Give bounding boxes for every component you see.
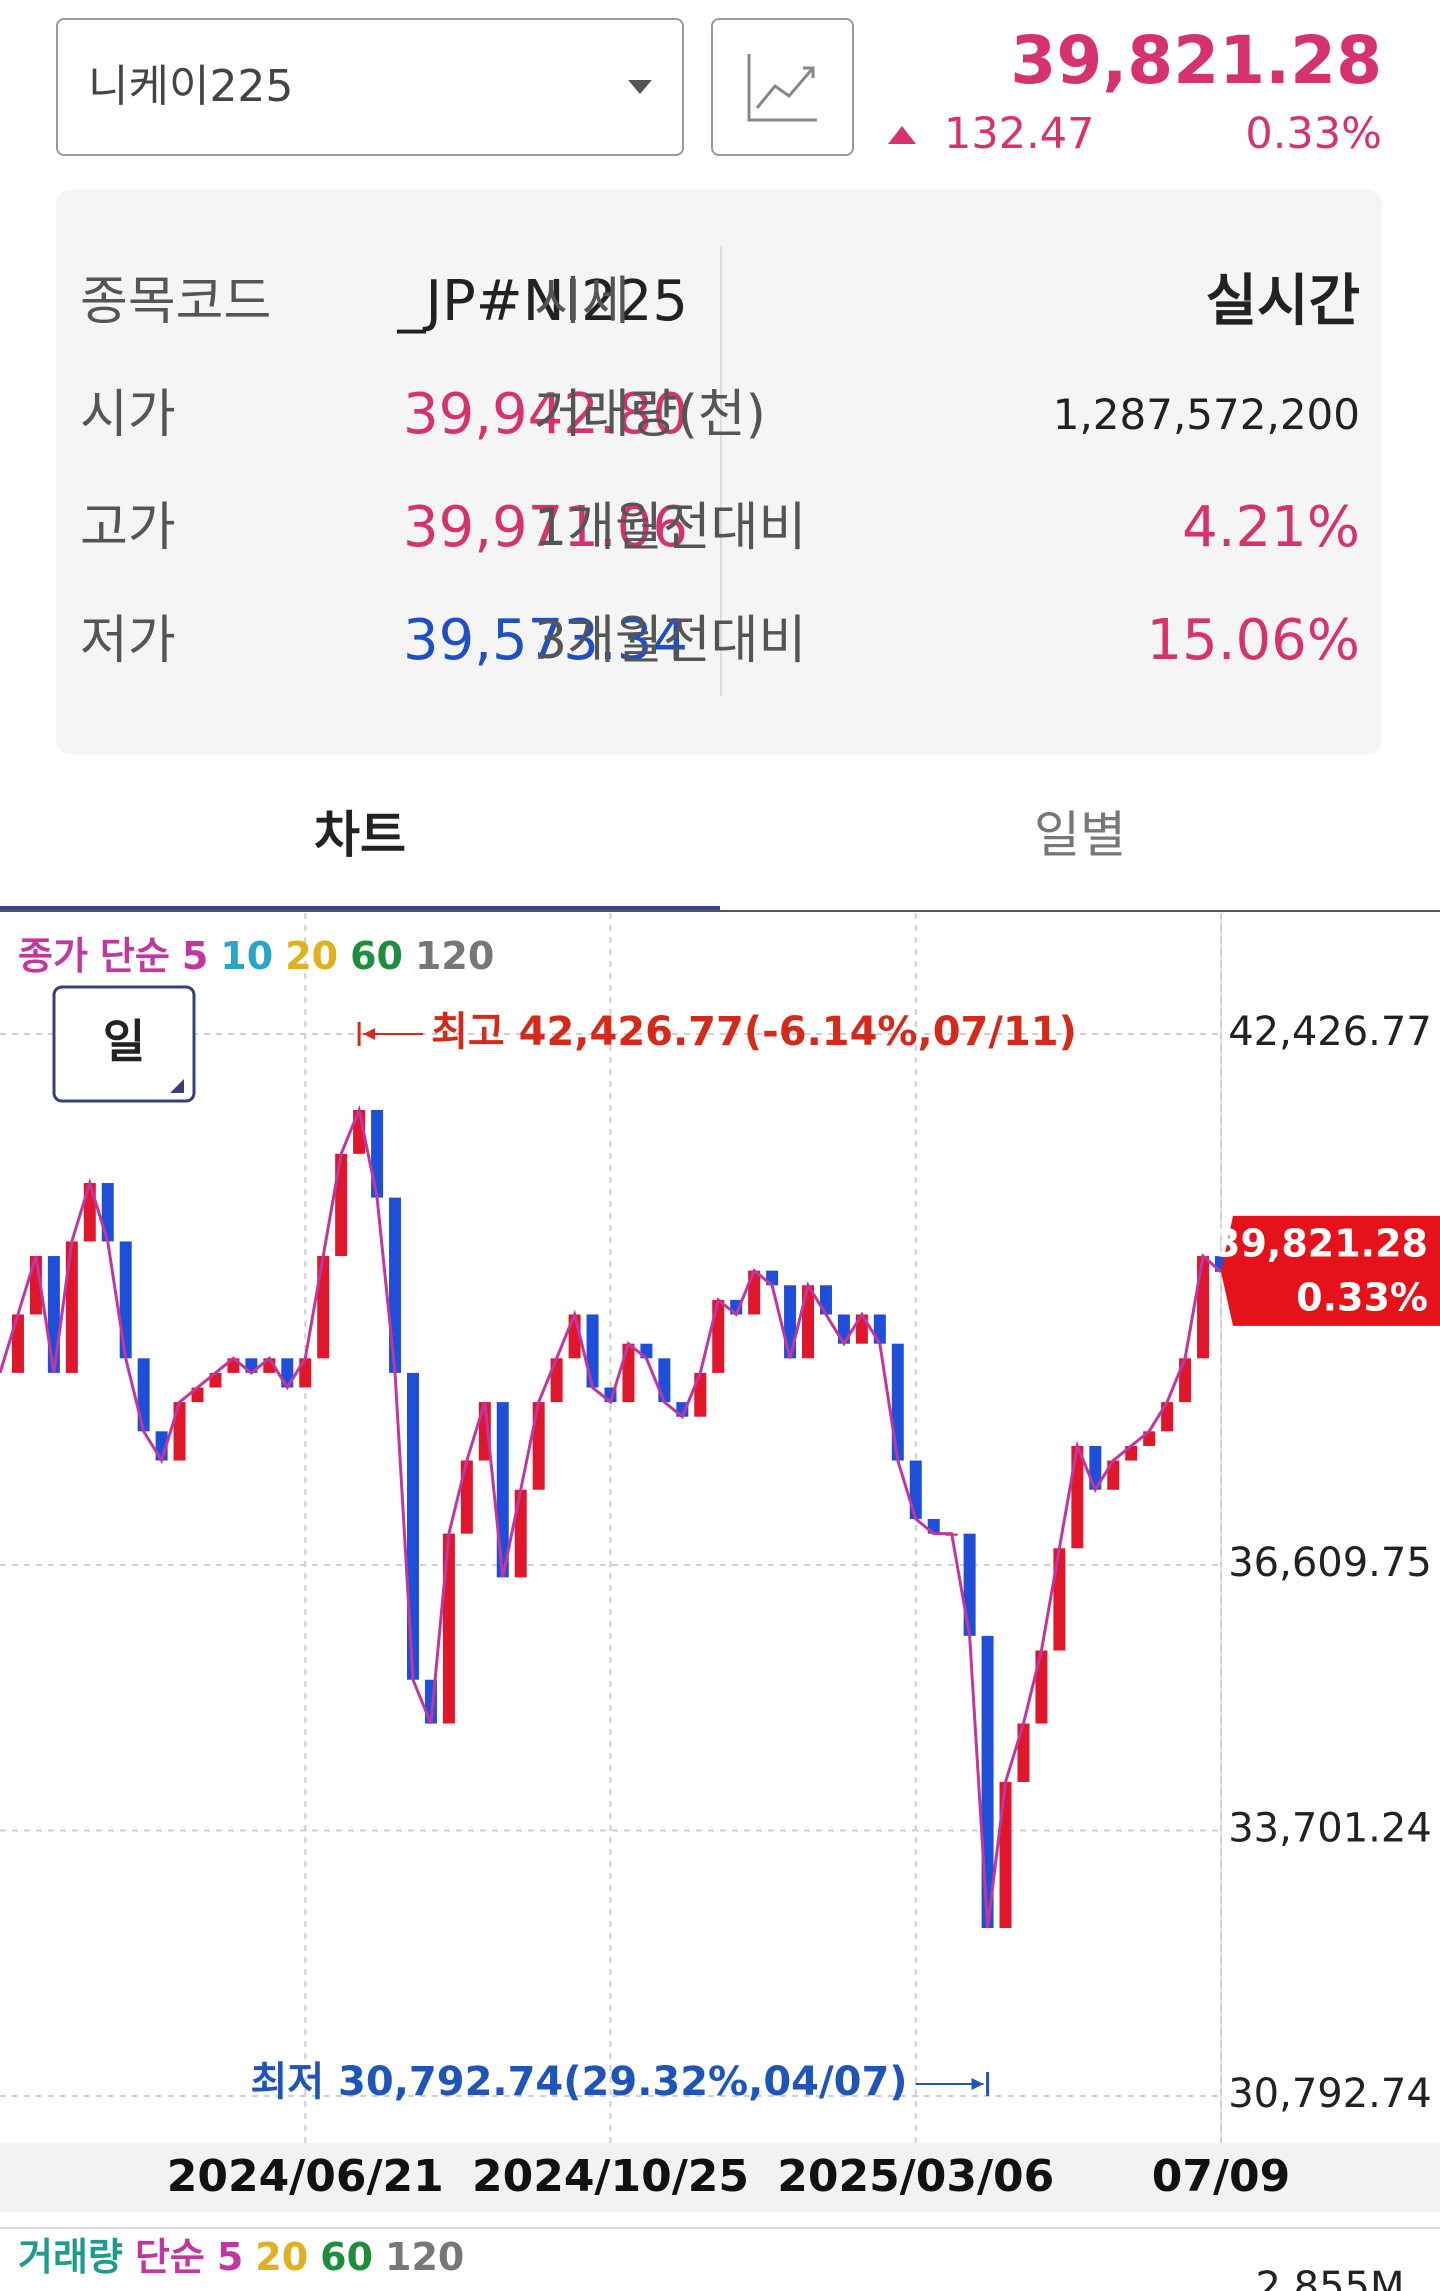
price-badge (1221, 1215, 1440, 1326)
legend-item: 거래량 (18, 2235, 123, 2279)
legend-item: 5 (217, 2235, 243, 2279)
candle (406, 1372, 419, 1680)
y-tick-label: 42,426.77 (1228, 1009, 1432, 1055)
tab[interactable]: 차트 (314, 806, 406, 864)
info-label: 1개월전대비 (534, 498, 807, 558)
y-tick-label: 30,792.74 (1228, 2071, 1432, 2117)
index-dropdown[interactable]: 니케이225 (56, 18, 684, 156)
legend-item: 단순 (100, 934, 170, 978)
close-line (0, 1104, 1222, 1929)
chart-icon (747, 54, 817, 122)
info-label: 거래량(천) (534, 385, 766, 445)
current-price: 39,821.28 (1010, 22, 1382, 99)
legend-item: 120 (415, 934, 494, 978)
period-corner (170, 1079, 184, 1093)
period-button[interactable] (52, 985, 196, 1103)
tab[interactable]: 일별 (1034, 806, 1126, 864)
legend-item: 단순 (135, 2235, 205, 2279)
y-tick-label: 33,701.24 (1228, 1806, 1432, 1852)
date-strip (0, 2143, 1440, 2212)
legend-item: 5 (182, 934, 208, 978)
tab-bar: 차트 일별 (0, 770, 1440, 912)
legend: 거래량 단순 5 20 60 120 (18, 2235, 464, 2279)
chart-type-button[interactable] (711, 18, 854, 156)
chart: 30,792.74 33,701.24 36,609.75 42,426.77 2024… (0, 913, 1440, 2291)
index-name: 니케이225 (88, 61, 294, 112)
info-value: 4.21% (1182, 495, 1360, 560)
legend-item: 120 (385, 2235, 464, 2279)
info-label: 고가 (80, 498, 176, 558)
x-tick-label: 07/09 (1152, 2151, 1291, 2202)
icon-axis (747, 54, 817, 122)
up-arrow (888, 126, 916, 144)
legend-item: 60 (320, 2235, 373, 2279)
legend: 종가 단순 5 10 20 60 120 (18, 934, 494, 978)
info-label: 저가 (80, 611, 176, 671)
info-value: _JP#NI225 (397, 269, 689, 334)
info-value: 39,942.80 (402, 382, 688, 447)
info-value: 1,287,572,200 (1052, 390, 1360, 439)
change-value: 132.47 (944, 109, 1095, 159)
info-value: 39,573.34 (402, 608, 688, 673)
arrow-head (363, 1027, 376, 1040)
info-value: 15.06% (1146, 608, 1360, 673)
legend-item: 60 (350, 934, 403, 978)
legend-item: 20 (255, 2235, 308, 2279)
info-label: 3개월전대비 (534, 611, 807, 671)
volume-tick-label: 2.855M (1255, 2264, 1404, 2291)
legend-item: 종가 (18, 934, 88, 978)
info-label: 종목코드 (80, 272, 272, 332)
icon-arrow (803, 66, 815, 78)
annotation-label: 최저 30,792.74(29.32%,04/07) (251, 2059, 908, 2105)
annotation-label: 최고 42,426.77(-6.14%,07/11) (431, 1009, 1077, 1055)
divider (720, 246, 722, 696)
x-tick-label: 2024/06/21 (167, 2151, 444, 2202)
period-label: 일 (103, 1015, 145, 1069)
x-tick-label: 2024/10/25 (472, 2151, 749, 2202)
arrow-head (971, 2078, 984, 2091)
info-value: 39,971.06 (402, 495, 688, 560)
tab-underline (0, 906, 720, 910)
change-row: 132.47 0.33% (882, 106, 1382, 162)
legend-item: 10 (220, 934, 273, 978)
info-label: 시가 (80, 385, 176, 445)
up-triangle (888, 126, 916, 144)
info-label: 시세 (534, 272, 630, 332)
badge-price: 39,821.28 (1214, 1221, 1428, 1265)
y-tick-label: 36,609.75 (1228, 1540, 1432, 1586)
x-tick-label: 2025/03/06 (777, 2151, 1054, 2202)
legend-item: 20 (285, 934, 338, 978)
info-value: 실시간 (1205, 269, 1360, 334)
change-percent: 0.33% (1245, 109, 1382, 159)
icon-line (755, 67, 815, 109)
dropdown-caret (628, 80, 652, 94)
badge-change: 0.33% (1296, 1275, 1428, 1319)
